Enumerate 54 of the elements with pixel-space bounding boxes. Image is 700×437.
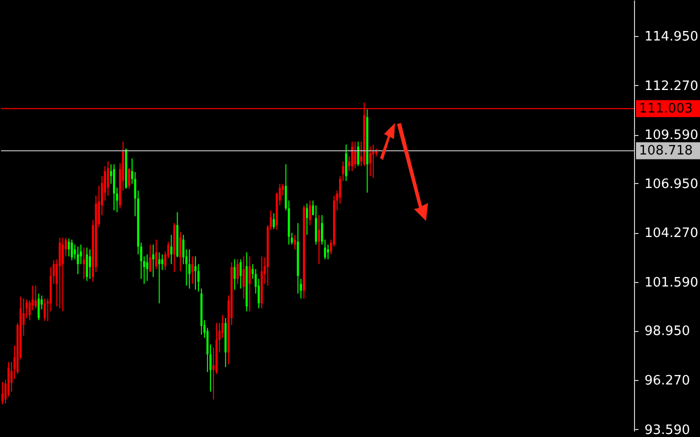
candlestick [236,258,239,284]
ref-line-label: 108.718 [639,144,693,159]
candlestick [314,204,318,246]
candlestick [82,247,85,280]
candlestick [170,234,172,265]
y-tick-label: 93.590 [644,422,690,437]
candlestick [318,214,320,265]
candlestick [369,146,372,177]
candlestick [38,293,40,321]
y-tick-label: 109.590 [644,128,698,144]
y-tick-label: 112.270 [644,78,698,94]
candlestick [191,256,194,284]
candlestick [158,252,160,304]
candlestick [234,258,236,290]
candlestick [188,248,190,290]
candlestick [161,254,164,271]
candlestick [240,258,242,290]
candlestick [155,239,158,270]
candlestick [306,203,308,236]
candlestick [149,244,152,273]
candlestick [272,212,275,230]
candlestick [58,237,61,309]
y-tick-label: 101.590 [644,275,698,290]
candlestick [152,244,154,278]
candlestick [294,234,296,250]
candlestick [242,256,245,300]
candlestick [372,144,374,178]
candlestick [248,256,251,312]
candlestick [34,285,37,309]
candlestick [62,237,64,312]
candlestick [345,144,348,182]
candlestick [76,246,79,275]
y-tick-label: 98.950 [644,324,690,340]
y-tick-label: 104.270 [644,226,698,242]
y-tick-label: 114.950 [644,29,698,44]
y-tick-label: 96.270 [644,373,690,388]
candlestick [354,141,356,169]
candlestick [1,381,4,405]
candlestick [106,160,110,196]
candlestick [128,168,130,190]
candlestick [357,141,360,167]
candlestick [179,231,182,272]
y-tick-label: 106.950 [644,176,698,192]
candlestick [88,248,91,280]
candlestick [308,200,312,226]
candlestick [70,239,73,261]
candlestick [326,244,330,260]
candlestick [86,247,88,282]
ref-line-label: 111.003 [639,102,693,117]
candlestick [194,256,196,290]
candlestick [351,141,354,172]
candlestick [146,254,148,282]
candlestick [44,298,46,322]
candlestick [68,238,70,257]
